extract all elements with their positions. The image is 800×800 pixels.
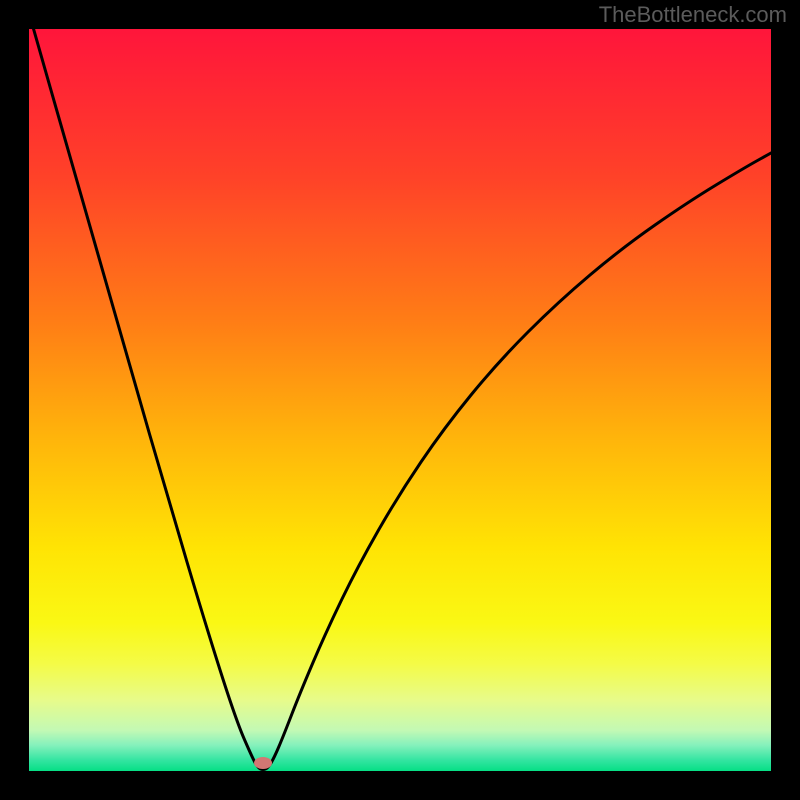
watermark-text: TheBottleneck.com bbox=[599, 2, 787, 28]
plot-area bbox=[29, 29, 771, 771]
optimal-point-marker bbox=[254, 757, 272, 769]
bottleneck-curve bbox=[0, 0, 800, 800]
chart-stage: TheBottleneck.com bbox=[0, 0, 800, 800]
